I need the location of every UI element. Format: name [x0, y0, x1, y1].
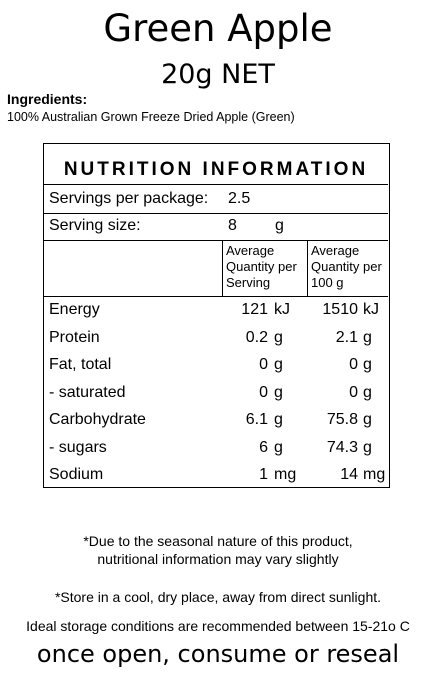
row-per100-unit: mg	[363, 466, 386, 483]
seasonal-note-line2: nutritional information may vary slightl…	[97, 551, 339, 567]
row-per100-unit: g	[363, 383, 372, 401]
row-per100-value: 0	[349, 383, 358, 401]
row-serving-value: 1	[259, 466, 268, 483]
row-per100-unit: g	[363, 328, 372, 346]
row-serving-unit: g	[274, 356, 283, 373]
nutrition-panel-title: NUTRITION INFORMATION	[63, 159, 369, 180]
nutrition-panel: NUTRITION INFORMATION Servings per packa…	[43, 143, 390, 488]
row-per100-value: 2.1	[335, 328, 358, 346]
serving-size-unit: g	[275, 217, 284, 234]
serving-size-divider	[44, 240, 388, 241]
row-label: Sodium	[49, 466, 104, 483]
title-divider	[44, 184, 388, 185]
row-serving-unit: kJ	[274, 301, 290, 318]
row-label: Energy	[49, 301, 100, 318]
row-per100-value: 14	[340, 466, 358, 483]
row-per100-value: 75.8	[326, 411, 358, 428]
net-weight: 20g NET	[161, 59, 275, 90]
row-serving-value: 0.2	[245, 328, 268, 346]
storage-note: *Store in a cool, dry place, away from d…	[54, 589, 382, 605]
row-per100-unit: kJ	[363, 301, 379, 318]
row-per100-unit: g	[363, 356, 372, 373]
row-serving-unit: g	[274, 438, 283, 456]
header-divider	[44, 296, 388, 297]
row-per100-value: 0	[349, 356, 358, 373]
column-header-per-serving: Average Quantity per Serving	[226, 243, 297, 290]
row-per100-value: 1510	[322, 301, 358, 318]
storage-conditions-note: Ideal storage conditions are recommended…	[26, 618, 410, 634]
column-divider-2	[307, 241, 308, 296]
serving-size-label: Serving size:	[49, 217, 141, 234]
ingredients-text: 100% Australian Grown Freeze Dried Apple…	[7, 110, 295, 124]
row-serving-value: 0	[259, 356, 268, 373]
row-serving-unit: g	[274, 411, 283, 428]
row-label: Carbohydrate	[49, 411, 146, 428]
row-serving-value: 6.1	[245, 411, 268, 428]
ingredients-heading: Ingredients:	[7, 91, 88, 107]
reseal-instruction: once open, consume or reseal	[36, 640, 400, 668]
row-per100-value: 74.3	[326, 438, 358, 456]
column-header-per-100g: Average Quantity per 100 g	[311, 243, 382, 290]
servings-divider	[44, 213, 388, 214]
row-per100-unit: g	[363, 411, 372, 428]
servings-per-package-value: 2.5	[228, 190, 251, 207]
row-per100-unit: g	[363, 438, 372, 456]
column-divider-1	[222, 241, 223, 296]
row-serving-unit: mg	[274, 466, 297, 483]
row-label: Protein	[49, 328, 100, 346]
row-serving-unit: g	[274, 328, 283, 346]
row-serving-unit: g	[274, 383, 283, 401]
product-name: Green Apple	[103, 7, 333, 50]
serving-size-value: 8	[228, 217, 237, 234]
row-serving-value: 0	[259, 383, 268, 401]
seasonal-note-line1: *Due to the seasonal nature of this prod…	[83, 533, 353, 549]
row-serving-value: 6	[259, 438, 268, 456]
row-serving-value: 121	[241, 301, 268, 318]
row-label: - sugars	[49, 438, 107, 456]
row-label: Fat, total	[49, 356, 112, 373]
row-label: - saturated	[49, 383, 126, 401]
servings-per-package-label: Servings per package:	[49, 190, 209, 207]
